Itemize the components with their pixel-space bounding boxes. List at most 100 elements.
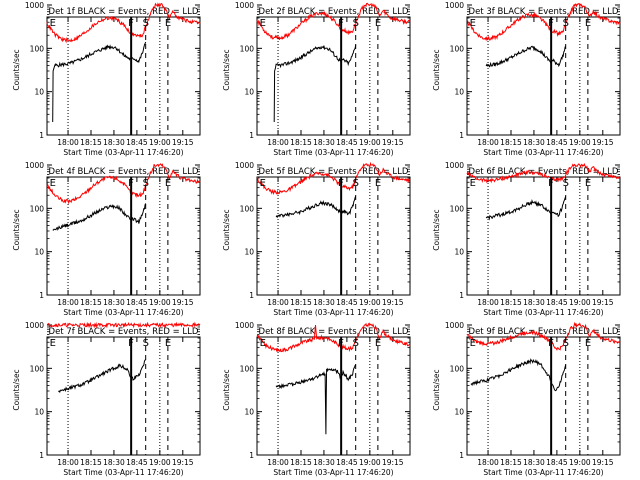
y-tick-label: 1000 [25,1,44,10]
plot-frame [466,176,621,296]
marker-label: F [338,18,344,29]
y-axis-label: Counts/sec [222,49,231,90]
chart-title: Det 3f BLACK = Events, RED = LLD [469,7,619,17]
x-tick-label: 19:00 [149,458,171,467]
y-tick-label: 10 [454,248,464,257]
x-tick-label: 19:15 [592,458,614,467]
x-axis-label: Start Time (03-Apr-11 17:46:20) [63,148,183,157]
marker-label: F [128,178,134,189]
x-tick-label: 19:00 [569,298,591,307]
chart-title: Det 9f BLACK = Events, RED = LLD [469,327,619,337]
x-axis-label: Start Time (03-Apr-11 17:46:20) [273,148,393,157]
y-tick-label: 1000 [445,1,464,10]
chart-panel-1: Det 1f BLACK = Events, RED = LLD 1 10 100 10… [12,1,201,157]
y-tick-label: 10 [34,248,44,257]
marker-label: E [50,178,56,189]
marker-label: E [375,178,381,189]
marker-label: F [338,338,344,349]
x-tick-label: 19:15 [382,298,404,307]
chart-panel-2: Det 2f BLACK = Events, RED = LLD 1 10 100 10… [222,1,411,157]
marker-label: S [143,338,149,349]
x-tick-label: 18:45 [126,458,148,467]
x-tick-label: 18:15 [290,298,312,307]
chart-title: Det 1f BLACK = Events, RED = LLD [49,7,199,17]
marker-label: S [563,178,569,189]
y-tick-label: 1000 [445,161,464,170]
y-tick-label: 10 [244,88,254,97]
y-tick-label: 1 [39,291,44,300]
x-tick-label: 18:45 [336,138,358,147]
x-axis-label: Start Time (03-Apr-11 17:46:20) [483,468,603,477]
series-line-events [275,196,357,219]
series-line-lld [46,321,201,329]
plot-frame [46,336,201,456]
chart-panel-6: Det 6f BLACK = Events, RED = LLD 1 10 100 10… [432,161,621,317]
x-tick-label: 18:45 [126,138,148,147]
y-tick-label: 100 [30,364,45,373]
y-tick-label: 100 [30,44,45,53]
x-tick-label: 18:00 [477,298,499,307]
x-tick-label: 18:30 [313,138,335,147]
chart-panel-3: Det 3f BLACK = Events, RED = LLD 1 10 100 10… [432,1,621,157]
y-axis-label: Counts/sec [222,369,231,410]
x-axis-label: Start Time (03-Apr-11 17:46:20) [63,308,183,317]
x-tick-label: 19:15 [172,138,194,147]
y-tick-label: 1000 [235,161,254,170]
marker-label: S [353,18,359,29]
y-tick-label: 10 [244,408,254,417]
y-tick-label: 10 [34,408,44,417]
x-tick-label: 18:15 [80,458,102,467]
marker-label: E [585,18,591,29]
x-axis-label: Start Time (03-Apr-11 17:46:20) [273,308,393,317]
x-tick-label: 18:15 [290,138,312,147]
x-tick-label: 18:15 [80,138,102,147]
x-tick-label: 18:30 [523,298,545,307]
chart-title: Det 2f BLACK = Events, RED = LLD [259,7,409,17]
x-tick-label: 18:15 [290,458,312,467]
marker-label: E [260,338,266,349]
marker-label: E [50,338,56,349]
y-axis-label: Counts/sec [12,369,21,410]
series-line-lld [466,2,621,42]
y-axis-label: Counts/sec [432,49,441,90]
series-line-lld [466,321,621,351]
x-axis-label: Start Time (03-Apr-11 17:46:20) [273,468,393,477]
x-tick-label: 18:00 [477,458,499,467]
x-tick-label: 18:45 [126,298,148,307]
marker-label: S [143,18,149,29]
marker-label: E [165,178,171,189]
marker-label: F [548,338,554,349]
x-tick-label: 19:15 [172,458,194,467]
series-line-lld [466,162,621,184]
x-tick-label: 19:15 [592,298,614,307]
marker-label: F [128,18,134,29]
y-tick-label: 10 [454,408,464,417]
marker-label: F [548,18,554,29]
y-tick-label: 10 [34,88,44,97]
y-axis-label: Counts/sec [12,209,21,250]
y-tick-label: 1000 [25,321,44,330]
x-tick-label: 19:00 [569,138,591,147]
marker-label: S [353,178,359,189]
x-tick-label: 18:00 [57,298,79,307]
series-line-lld [46,2,201,44]
x-axis-label: Start Time (03-Apr-11 17:46:20) [63,468,183,477]
y-axis-label: Counts/sec [12,49,21,90]
y-tick-label: 1 [459,291,464,300]
marker-label: E [470,338,476,349]
y-tick-label: 1 [249,131,254,140]
y-tick-label: 10 [454,88,464,97]
plot-frame [466,336,621,456]
y-tick-label: 1 [459,451,464,460]
series-line-lld [46,163,201,205]
marker-label: F [128,338,134,349]
plot-frame [46,176,201,296]
plot-frame [256,176,411,296]
x-tick-label: 19:00 [149,138,171,147]
marker-label: E [165,338,171,349]
marker-label: E [585,178,591,189]
x-tick-label: 18:15 [500,298,522,307]
chart-panel-4: Det 4f BLACK = Events, RED = LLD 1 10 100 10… [12,161,201,317]
series-line-events [275,364,357,435]
series-line-events [273,44,357,123]
